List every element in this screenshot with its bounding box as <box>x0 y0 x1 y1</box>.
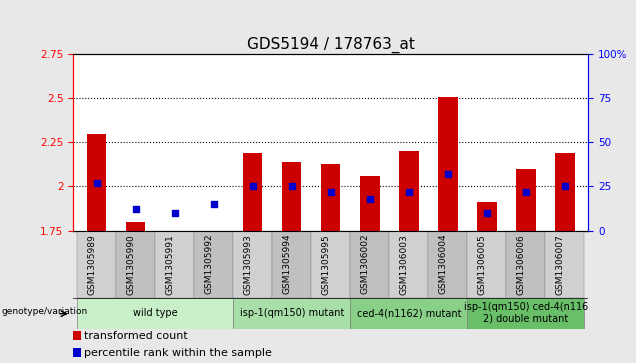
Bar <box>350 231 389 298</box>
Point <box>364 196 375 202</box>
Bar <box>350 298 467 329</box>
Bar <box>233 231 272 298</box>
Point <box>326 189 336 195</box>
Bar <box>155 231 194 298</box>
Text: GSM1305989: GSM1305989 <box>88 234 97 295</box>
Text: genotype/variation: genotype/variation <box>1 307 88 316</box>
Text: GSM1306002: GSM1306002 <box>361 234 370 294</box>
Bar <box>77 298 233 329</box>
Bar <box>399 151 418 231</box>
Bar <box>360 176 380 231</box>
Bar <box>73 348 81 357</box>
Bar <box>389 231 428 298</box>
Point <box>404 189 414 195</box>
Bar <box>506 231 546 298</box>
Bar <box>467 231 506 298</box>
Point <box>560 184 570 189</box>
Text: GSM1306006: GSM1306006 <box>517 234 526 295</box>
Text: isp-1(qm150) mutant: isp-1(qm150) mutant <box>240 308 344 318</box>
Point <box>521 189 531 195</box>
Bar <box>477 202 497 231</box>
Text: ced-4(n1162) mutant: ced-4(n1162) mutant <box>357 308 461 318</box>
Point <box>92 180 102 186</box>
Bar <box>321 164 340 231</box>
Bar <box>311 231 350 298</box>
Bar <box>194 231 233 298</box>
Title: GDS5194 / 178763_at: GDS5194 / 178763_at <box>247 37 415 53</box>
Text: GSM1305993: GSM1305993 <box>244 234 252 295</box>
Bar <box>86 134 106 231</box>
Text: isp-1(qm150) ced-4(n116
2) double mutant: isp-1(qm150) ced-4(n116 2) double mutant <box>464 302 588 324</box>
Text: GSM1305990: GSM1305990 <box>127 234 135 295</box>
Text: transformed count: transformed count <box>84 331 188 341</box>
Point <box>481 210 492 216</box>
Text: GSM1305991: GSM1305991 <box>165 234 175 295</box>
Bar <box>77 231 116 298</box>
Bar <box>438 97 457 231</box>
Bar <box>467 298 584 329</box>
Point <box>170 210 180 216</box>
Point <box>247 184 258 189</box>
Bar <box>73 331 81 340</box>
Bar <box>116 231 155 298</box>
Bar <box>282 162 301 231</box>
Point <box>287 184 297 189</box>
Text: GSM1306007: GSM1306007 <box>556 234 565 295</box>
Text: percentile rank within the sample: percentile rank within the sample <box>84 348 272 358</box>
Bar <box>243 153 263 231</box>
Bar <box>428 231 467 298</box>
Point <box>130 207 141 212</box>
Point <box>209 201 219 207</box>
Text: GSM1305995: GSM1305995 <box>322 234 331 295</box>
Bar <box>126 222 146 231</box>
Bar <box>555 153 575 231</box>
Bar <box>233 298 350 329</box>
Bar <box>546 231 584 298</box>
Bar <box>516 169 536 231</box>
Text: GSM1305994: GSM1305994 <box>282 234 292 294</box>
Text: GSM1305992: GSM1305992 <box>205 234 214 294</box>
Text: GSM1306003: GSM1306003 <box>400 234 409 295</box>
Text: wild type: wild type <box>133 308 177 318</box>
Bar <box>272 231 311 298</box>
Text: GSM1306005: GSM1306005 <box>478 234 487 295</box>
Point <box>443 171 453 177</box>
Text: GSM1306004: GSM1306004 <box>439 234 448 294</box>
